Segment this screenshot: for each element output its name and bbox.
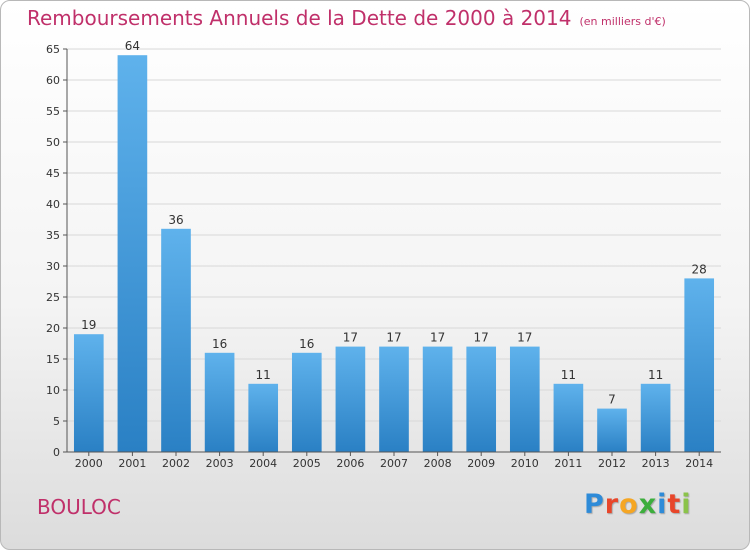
bar: [379, 346, 409, 452]
logo-letter: t: [667, 489, 682, 520]
y-tick-label: 30: [46, 260, 60, 273]
data-label: 17: [430, 331, 445, 345]
x-tick-label: 2010: [511, 457, 539, 470]
y-tick-label: 40: [46, 198, 60, 211]
bar: [248, 383, 279, 452]
data-label: 36: [168, 213, 183, 227]
bar: [684, 278, 715, 452]
y-tick-label: 5: [53, 415, 60, 428]
y-tick-label: 25: [46, 291, 60, 304]
x-tick-label: 2012: [598, 457, 626, 470]
x-tick-label: 2006: [336, 457, 364, 470]
bar: [553, 383, 584, 452]
logo-letter: x: [638, 489, 658, 520]
data-label: 64: [125, 39, 140, 53]
bar: [117, 55, 148, 452]
y-tick-label: 45: [46, 167, 60, 180]
y-tick-label: 10: [46, 384, 60, 397]
x-tick-label: 2008: [424, 457, 452, 470]
data-label: 17: [474, 331, 489, 345]
bar: [204, 352, 235, 452]
axes: 0 5 10 15 20 25 30 35 40 45 50 55 60 65 2000 2001 2002 20…: [46, 43, 721, 470]
bar: [422, 346, 453, 452]
data-label: 17: [517, 331, 532, 345]
proxiti-logo: Proxiti: [584, 489, 692, 520]
x-tick-label: 2005: [293, 457, 321, 470]
data-label: 7: [608, 393, 616, 407]
y-tick-label: 15: [46, 353, 60, 366]
chart-unit-label: (en milliers d'€): [579, 15, 666, 28]
bar: [640, 383, 671, 452]
y-tick-label: 60: [46, 74, 60, 87]
bar: [291, 352, 322, 452]
x-tick-label: 2001: [118, 457, 146, 470]
x-tick-label: 2007: [380, 457, 408, 470]
x-tick-label: 2014: [685, 457, 713, 470]
bar: [466, 346, 497, 452]
data-label: 16: [299, 337, 314, 351]
x-tick-label: 2004: [249, 457, 277, 470]
data-label: 11: [648, 368, 663, 382]
bar: [597, 408, 627, 452]
bar: [335, 346, 366, 452]
data-label: 17: [386, 331, 401, 345]
y-tick-label: 65: [46, 43, 60, 56]
x-tick-label: 2000: [75, 457, 103, 470]
logo-letter: o: [619, 489, 639, 520]
bar: [161, 228, 191, 452]
logo-letter: i: [681, 489, 692, 520]
logo-letter: i: [657, 489, 668, 520]
bars: 19 64 36 16 11 16 17 17 17 17 17 11 7 11 28: [73, 39, 715, 452]
y-tick-label: 35: [46, 229, 60, 242]
bar: [509, 346, 540, 452]
commune-name: BOULOC: [37, 495, 121, 519]
logo-letter: P: [584, 489, 605, 520]
chart-title-text: Remboursements Annuels de la Dette de 20…: [27, 6, 572, 30]
chart-title: Remboursements Annuels de la Dette de 20…: [27, 6, 666, 30]
x-tick-label: 2011: [554, 457, 582, 470]
logo-letter: r: [604, 489, 620, 520]
data-label: 28: [692, 262, 707, 276]
y-tick-label: 55: [46, 105, 60, 118]
data-label: 16: [212, 337, 227, 351]
y-tick-label: 0: [53, 446, 60, 459]
y-tick-label: 20: [46, 322, 60, 335]
data-label: 19: [81, 318, 96, 332]
data-label: 17: [343, 331, 358, 345]
data-label: 11: [256, 368, 271, 382]
x-tick-label: 2013: [642, 457, 670, 470]
x-tick-label: 2002: [162, 457, 190, 470]
x-tick-label: 2009: [467, 457, 495, 470]
y-tick-label: 50: [46, 136, 60, 149]
bar: [73, 334, 104, 452]
x-tick-label: 2003: [206, 457, 234, 470]
data-label: 11: [561, 368, 576, 382]
